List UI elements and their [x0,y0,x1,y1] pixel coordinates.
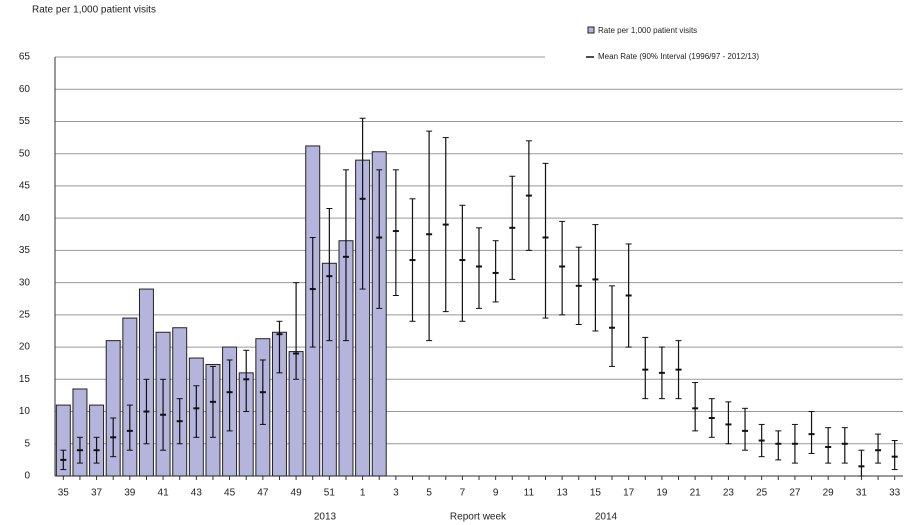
bar [72,388,88,477]
bar [371,151,387,477]
y-tick-label: 50 [19,148,31,159]
x-tick-label: 29 [823,488,835,499]
y-axis-title: Rate per 1,000 patient visits [32,5,156,16]
x-tick-label: 23 [723,488,735,499]
bar [105,340,121,477]
x-tick-label: 25 [756,488,768,499]
y-tick-label: 30 [19,277,31,288]
legend-swatch [587,26,595,34]
x-tick-label: 1 [360,488,366,499]
y-tick-label: 45 [19,181,31,192]
y-tick-label: 15 [19,374,31,385]
x-tick-label: 3 [393,488,399,499]
y-tick-label: 65 [19,52,31,63]
y-tick-label: 0 [24,471,30,482]
x-tick-label: 7 [460,488,466,499]
x-tick-label: 47 [257,488,269,499]
y-tick-label: 5 [24,438,30,449]
bar [55,404,71,477]
x-tick-label: 9 [493,488,499,499]
x-tick-label: 41 [158,488,170,499]
x-tick-label: 19 [656,488,668,499]
x-tick-label: 17 [623,488,635,499]
x-tick-label: 11 [524,488,535,499]
x-tick-label: 35 [58,488,70,499]
y-tick-label: 20 [19,342,31,353]
y-tick-label: 40 [19,213,31,224]
x-tick-label: 51 [324,488,336,499]
x-tick-label: 49 [291,488,303,499]
y-tick-label: 25 [19,309,31,320]
year-label: 2014 [595,512,618,523]
x-tick-label: 45 [224,488,236,499]
x-tick-label: 5 [426,488,432,499]
bar [122,317,138,477]
y-tick-label: 35 [19,245,31,256]
y-tick-label: 10 [19,406,31,417]
x-tick-label: 43 [191,488,203,499]
x-tick-label: 39 [124,488,136,499]
x-tick-label: 37 [91,488,103,499]
y-tick-label: 55 [19,116,31,127]
x-tick-label: 33 [889,488,901,499]
legend-label: Rate per 1,000 patient visits [598,26,697,35]
x-tick-label: 13 [557,488,569,499]
x-tick-label: 15 [590,488,602,499]
legend-label: Mean Rate (90% Interval (1996/97 - 2012/… [598,52,759,61]
x-tick-label: 31 [856,488,868,499]
year-label: 2013 [314,512,337,523]
x-tick-label: 21 [690,488,702,499]
y-tick-label: 60 [19,84,31,95]
x-tick-label: 27 [789,488,801,499]
x-axis-title: Report week [450,512,507,523]
